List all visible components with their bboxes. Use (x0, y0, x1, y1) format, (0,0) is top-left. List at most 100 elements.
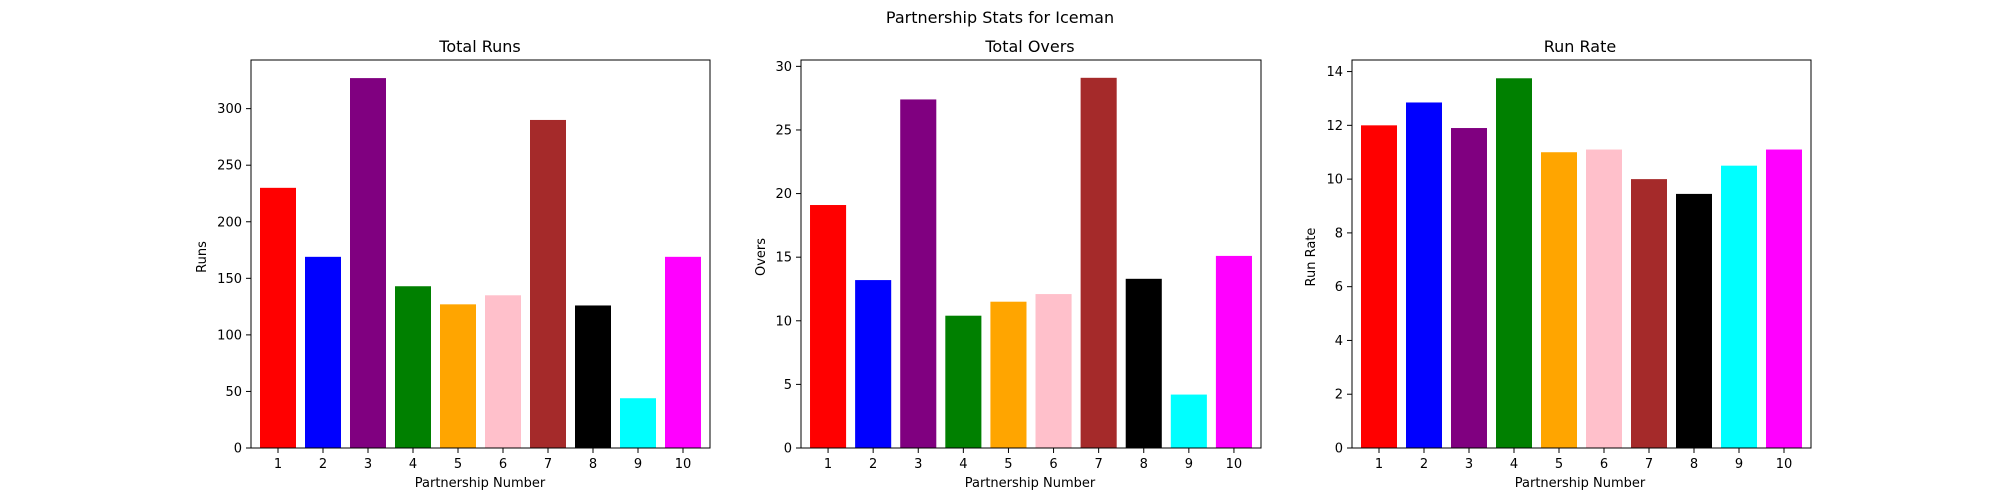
bar (1766, 149, 1802, 449)
bar (945, 315, 982, 448)
chart-title: Total Overs (984, 37, 1074, 56)
bar (440, 304, 476, 448)
bar (575, 305, 611, 448)
bar (395, 286, 431, 448)
bar (1406, 102, 1442, 448)
bar (900, 99, 937, 448)
bar (350, 78, 386, 448)
bar (1676, 193, 1712, 448)
y-axis-label: Runs (195, 241, 210, 273)
y-tick-label: 5 (784, 378, 792, 393)
chart-panel-total-runs: Total Runs Partnership Number Runs 1 2 3 4 5… (195, 37, 711, 491)
bar (1361, 125, 1397, 448)
chart-panel-total-overs: Total Overs Partnership Number Overs 1 2 3… (754, 37, 1262, 491)
x-tick-label: 2 (1420, 457, 1428, 472)
bar (810, 205, 847, 448)
x-tick-label: 3 (914, 457, 922, 472)
x-tick-label: 4 (1510, 457, 1518, 472)
x-tick-label: 8 (589, 457, 597, 472)
x-tick-label: 8 (1140, 457, 1148, 472)
x-axis-label: Partnership Number (965, 476, 1096, 491)
x-tick-label: 6 (1049, 457, 1057, 472)
x-tick-label: 6 (499, 457, 507, 472)
y-tick-label: 12 (1326, 119, 1343, 134)
x-tick-label: 10 (1226, 457, 1243, 472)
x-tick-label: 1 (1375, 457, 1383, 472)
y-tick-label: 0 (234, 442, 242, 457)
bar (1080, 77, 1117, 448)
bar (1215, 255, 1252, 448)
bar (1541, 152, 1577, 449)
y-tick-label: 25 (775, 123, 792, 138)
bar (485, 295, 521, 448)
x-tick-label: 7 (544, 457, 552, 472)
bar (1125, 278, 1162, 448)
y-tick-label: 20 (775, 187, 792, 202)
figure-title: Partnership Stats for Iceman (886, 8, 1114, 27)
x-tick-label: 5 (1004, 457, 1012, 472)
x-tick-label: 2 (869, 457, 877, 472)
bar (665, 256, 701, 448)
x-tick-label: 9 (1185, 457, 1193, 472)
bar (990, 301, 1027, 448)
y-tick-label: 300 (217, 102, 242, 117)
y-tick-label: 8 (1335, 226, 1343, 241)
y-tick-label: 0 (784, 442, 792, 457)
bar (1496, 78, 1532, 448)
x-tick-label: 9 (1735, 457, 1743, 472)
x-tick-label: 10 (675, 457, 692, 472)
chart-title: Total Runs (438, 37, 520, 56)
y-tick-label: 0 (1335, 442, 1343, 457)
x-tick-label: 5 (1555, 457, 1563, 472)
x-axis-label: Partnership Number (1515, 476, 1646, 491)
bar (1170, 394, 1207, 448)
bar (1451, 128, 1487, 448)
axes-frame (1351, 59, 1812, 449)
bar (1035, 294, 1072, 448)
x-tick-label: 3 (364, 457, 372, 472)
y-tick-label: 50 (225, 385, 242, 400)
x-tick-label: 7 (1645, 457, 1653, 472)
y-tick-label: 250 (217, 159, 242, 174)
y-tick-label: 15 (775, 251, 792, 266)
chart-title: Run Rate (1544, 37, 1616, 56)
y-tick-label: 2 (1335, 388, 1343, 403)
x-tick-label: 10 (1776, 457, 1793, 472)
bar (1721, 165, 1757, 449)
x-tick-label: 2 (319, 457, 327, 472)
bar (1586, 149, 1622, 449)
y-tick-label: 150 (217, 272, 242, 287)
axes-frame (250, 59, 711, 449)
axes-frame (800, 59, 1262, 449)
x-tick-label: 5 (454, 457, 462, 472)
bar (620, 398, 656, 448)
x-tick-label: 1 (824, 457, 832, 472)
y-tick-label: 14 (1326, 65, 1343, 80)
plot-area: 1 2 3 4 5 6 7 8 9 10 0 5 10 15 20 25 30 (775, 59, 1262, 472)
x-tick-label: 9 (634, 457, 642, 472)
y-tick-label: 100 (217, 328, 242, 343)
x-tick-label: 1 (274, 457, 282, 472)
bar (1631, 179, 1667, 448)
y-tick-label: 30 (775, 60, 792, 75)
bar (530, 119, 566, 448)
x-tick-label: 3 (1465, 457, 1473, 472)
x-tick-label: 8 (1690, 457, 1698, 472)
x-axis-label: Partnership Number (415, 476, 546, 491)
y-tick-label: 200 (217, 215, 242, 230)
x-tick-label: 4 (959, 457, 967, 472)
x-tick-label: 7 (1095, 457, 1103, 472)
y-axis-label: Run Rate (1304, 228, 1319, 287)
y-tick-label: 10 (775, 314, 792, 329)
x-tick-label: 6 (1600, 457, 1608, 472)
y-tick-label: 4 (1335, 334, 1343, 349)
y-tick-label: 6 (1335, 280, 1343, 295)
x-tick-label: 4 (409, 457, 417, 472)
bar (305, 256, 341, 448)
y-tick-label: 10 (1326, 173, 1343, 188)
bar (855, 280, 892, 448)
y-axis-label: Overs (754, 238, 769, 276)
